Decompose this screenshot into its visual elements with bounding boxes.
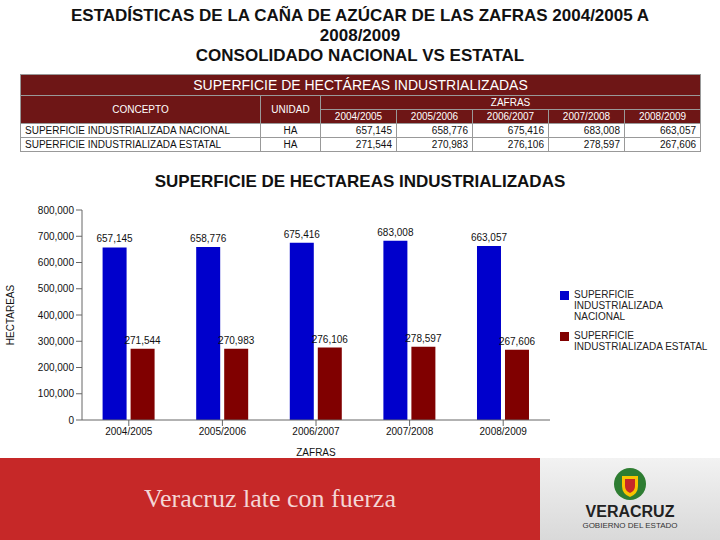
svg-text:675,416: 675,416 [284,229,321,240]
html-text:SUPERFICIE DE HECTÁREAS INDUST: SUPERFICIE DE HECTÁREAS INDUSTRIALIZADAS [193,77,528,93]
svg-text:300,000: 300,000 [38,336,75,347]
html-text:2007/2008: 2007/2008 [562,111,611,122]
svg-text:2007/2008: 2007/2008 [386,426,434,437]
html-text:276,106: 276,106 [507,139,544,150]
svg-text:700,000: 700,000 [38,231,75,242]
html-text:CONCEPTO: CONCEPTO [112,104,169,115]
html-text:ESTADÍSTICAS DE LA CAÑA DE AZÚ: ESTADÍSTICAS DE LA CAÑA DE AZÚCAR DE LAS… [71,6,649,45]
svg-text:500,000: 500,000 [38,283,75,294]
html-text:HA: HA [283,139,298,150]
svg-text:278,597: 278,597 [405,333,442,344]
svg-text:270,983: 270,983 [218,335,255,346]
svg-text:683,008: 683,008 [377,227,414,238]
html-text:2005/2006: 2005/2006 [410,111,459,122]
html-text:675,416: 675,416 [507,125,544,136]
svg-text:276,106: 276,106 [312,334,349,345]
html-text:2008/2009: 2008/2009 [638,111,687,122]
html-text:GOBIERNO DEL ESTADO: GOBIERNO DEL ESTADO [582,521,678,530]
html-text:270,983: 270,983 [431,139,468,150]
html-text:SUPERFICIE INDUSTRIALIZADA EST: SUPERFICIE INDUSTRIALIZADA ESTATAL [574,329,708,352]
svg-text:267,606: 267,606 [499,336,536,347]
html-text:HA: HA [283,125,298,136]
html-text:SUPERFICIE INDUSTRIALIZADA NAC: SUPERFICIE INDUSTRIALIZADA NACIONAL [25,125,230,136]
svg-text:600,000: 600,000 [38,257,75,268]
html-text:271,544: 271,544 [355,139,392,150]
html-text:267,606: 267,606 [659,139,697,150]
svg-text:2006/2007: 2006/2007 [292,426,340,437]
html-text:SUPERFICIE INDUSTRIALIZADA NAC: SUPERFICIE INDUSTRIALIZADA NACIONAL [574,288,663,322]
svg-text:2008/2009: 2008/2009 [480,426,528,437]
svg-text:ZAFRAS: ZAFRAS [296,447,336,456]
html-text:658,776: 658,776 [431,125,468,136]
html-text:UNIDAD: UNIDAD [271,104,310,115]
html-text:663,057: 663,057 [659,125,697,136]
svg-text:400,000: 400,000 [38,310,75,321]
svg-text:200,000: 200,000 [38,362,75,373]
svg-text:271,544: 271,544 [125,335,162,346]
html-text:ZAFRAS: ZAFRAS [490,97,531,108]
html-text:Veracruz late con fuerza: Veracruz late con fuerza [144,484,396,513]
svg-text:100,000: 100,000 [38,388,75,399]
html-text:657,145: 657,145 [355,125,392,136]
html-text:278,597: 278,597 [583,139,620,150]
svg-text:0: 0 [68,415,74,426]
svg-text:658,776: 658,776 [190,233,227,244]
html-text:683,008: 683,008 [583,125,620,136]
svg-text:657,145: 657,145 [97,233,134,244]
html-text:CONSOLIDADO NACIONAL VS ESTATA: CONSOLIDADO NACIONAL VS ESTATAL [195,46,525,65]
svg-text:800,000: 800,000 [38,205,75,216]
svg-text:663,057: 663,057 [471,232,508,243]
html-text:2004/2005: 2004/2005 [334,111,383,122]
html-text:2006/2007: 2006/2007 [486,111,535,122]
svg-text:2004/2005: 2004/2005 [105,426,153,437]
html-text:SUPERFICIE INDUSTRIALIZADA EST: SUPERFICIE INDUSTRIALIZADA ESTATAL [25,139,222,150]
svg-text:HECTAREAS: HECTAREAS [8,284,16,345]
html-text:VERACRUZ: VERACRUZ [585,503,675,520]
svg-text:2005/2006: 2005/2006 [199,426,247,437]
html-text:SUPERFICIE DE HECTAREAS INDUST: SUPERFICIE DE HECTAREAS INDUSTRIALIZADAS [154,172,566,191]
